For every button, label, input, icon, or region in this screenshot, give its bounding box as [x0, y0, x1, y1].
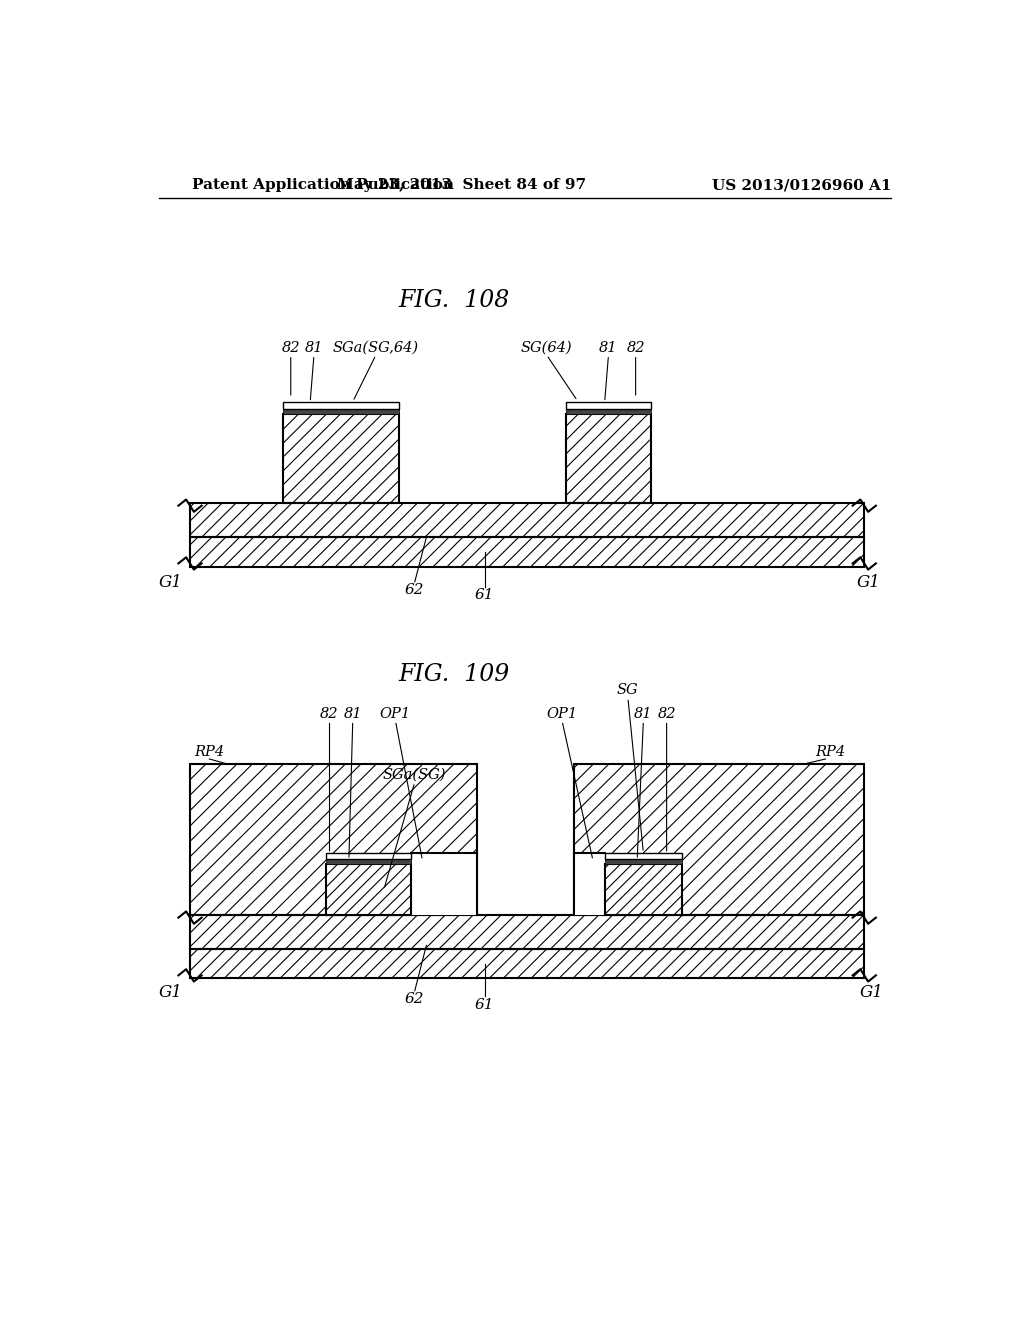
Text: 81: 81: [305, 341, 324, 355]
Bar: [604, 865, 682, 915]
Bar: [190, 915, 864, 949]
Bar: [566, 414, 651, 503]
Bar: [190, 537, 864, 566]
Text: US 2013/0126960 A1: US 2013/0126960 A1: [713, 178, 892, 193]
Text: 81: 81: [343, 706, 362, 721]
Bar: [566, 414, 651, 503]
Bar: [326, 853, 411, 859]
Bar: [190, 949, 864, 978]
Bar: [326, 859, 411, 865]
Bar: [604, 865, 682, 915]
Text: G1: G1: [860, 983, 884, 1001]
Text: RP4: RP4: [815, 744, 845, 759]
Bar: [573, 764, 864, 915]
Text: 82: 82: [321, 706, 339, 721]
Bar: [604, 859, 682, 865]
Bar: [573, 853, 604, 915]
Text: 81: 81: [599, 341, 617, 355]
Text: OP1: OP1: [547, 706, 578, 721]
Text: RP4: RP4: [194, 744, 224, 759]
Bar: [283, 409, 399, 414]
Text: G1: G1: [856, 574, 880, 591]
Bar: [190, 503, 864, 537]
Bar: [283, 403, 399, 409]
Text: 62: 62: [406, 993, 425, 1006]
Text: 61: 61: [475, 998, 495, 1011]
Bar: [190, 503, 864, 537]
Bar: [190, 915, 864, 949]
Text: FIG.  109: FIG. 109: [398, 663, 509, 686]
Text: May 23, 2013  Sheet 84 of 97: May 23, 2013 Sheet 84 of 97: [337, 178, 586, 193]
Text: G1: G1: [159, 574, 182, 591]
Text: 81: 81: [634, 706, 652, 721]
Text: G1: G1: [159, 983, 182, 1001]
Text: 82: 82: [282, 341, 300, 355]
Text: SG: SG: [617, 684, 639, 697]
Bar: [190, 764, 477, 915]
Bar: [566, 409, 651, 414]
Text: 61: 61: [475, 589, 495, 602]
Text: 62: 62: [406, 583, 425, 598]
Bar: [190, 949, 864, 978]
Text: OP1: OP1: [380, 706, 411, 721]
Text: SG(64): SG(64): [520, 341, 572, 355]
Bar: [190, 764, 477, 915]
Bar: [566, 403, 651, 409]
Bar: [573, 764, 864, 915]
Bar: [326, 865, 411, 915]
Bar: [604, 853, 682, 859]
Bar: [190, 537, 864, 566]
Bar: [283, 414, 399, 503]
Bar: [326, 865, 411, 915]
Text: SGa(SG,64): SGa(SG,64): [333, 341, 419, 355]
Bar: [411, 853, 477, 915]
Text: SGa(SG): SGa(SG): [383, 768, 446, 781]
Text: Patent Application Publication: Patent Application Publication: [191, 178, 454, 193]
Text: 82: 82: [657, 706, 676, 721]
Text: FIG.  108: FIG. 108: [398, 289, 509, 313]
Text: 82: 82: [627, 341, 645, 355]
Bar: [283, 414, 399, 503]
